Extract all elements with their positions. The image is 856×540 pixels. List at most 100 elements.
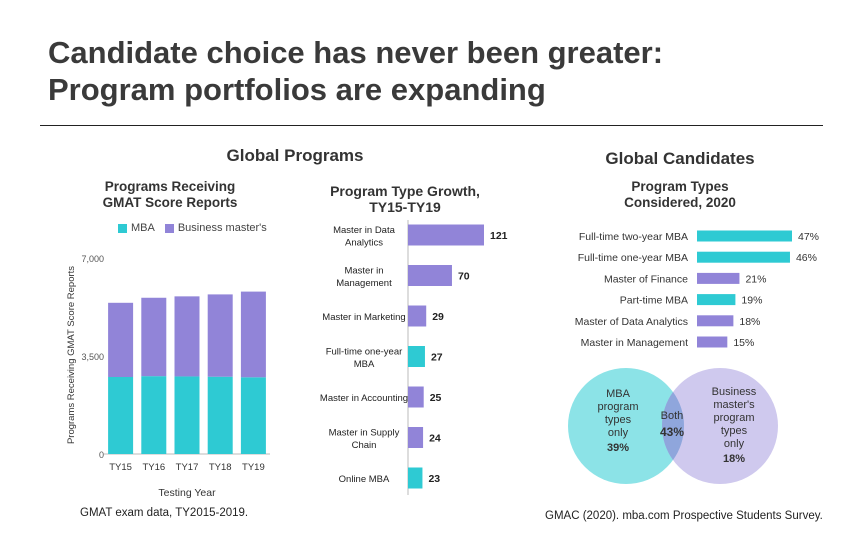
program-types-title-line-2: Considered, 2020 [624, 195, 736, 210]
program-type-bar [697, 272, 740, 284]
slide-title: Candidate choice has never been greater:… [48, 34, 663, 108]
venn-mba-value: 39% [606, 442, 630, 454]
growth-bar [408, 305, 427, 327]
source-note-right: GMAC (2020). mba.com Prospective Student… [545, 510, 823, 522]
growth-value-label: 24 [429, 433, 441, 445]
score-reports-legend: MBA Business master's [118, 222, 267, 234]
venn-mba-circle [568, 368, 684, 484]
growth-category-label: Analytics [345, 237, 383, 248]
program-type-label: Full-time two-year MBA [579, 231, 688, 243]
bar-mba-segment [141, 376, 167, 454]
growth-bar [408, 427, 424, 448]
program-type-value-label: 47% [798, 231, 819, 243]
growth-value-label: 23 [428, 473, 440, 485]
program-types-chart-title: Program Types Considered, 2020 [580, 179, 780, 211]
growth-bar [408, 224, 484, 246]
global-candidates-heading: Global Candidates [605, 149, 755, 168]
growth-category-label: Master in Marketing [322, 312, 405, 323]
score-reports-title-line-2: GMAT Score Reports [102, 195, 238, 210]
bar-business-masters-segment [207, 294, 233, 377]
slide-title-line-2: Program portfolios are expanding [48, 72, 546, 107]
bar-mba-segment [207, 376, 233, 454]
bar-business-masters-segment [108, 302, 134, 377]
bar-business-masters-segment [141, 297, 167, 377]
program-type-value-label: 21% [745, 273, 766, 285]
slide-title-line-1: Candidate choice has never been greater: [48, 35, 664, 70]
program-growth-title-line-1: Program Type Growth, [330, 183, 480, 199]
growth-category-label: Master in Supply [329, 427, 400, 438]
legend-swatch-mba [118, 223, 127, 233]
x-axis-title: Testing Year [158, 487, 216, 499]
score-reports-title-line-1: Programs Receiving [104, 179, 236, 194]
venn-mba-line-2: program [597, 401, 639, 413]
x-tick-label: TY15 [109, 462, 132, 473]
growth-value-label: 121 [490, 230, 508, 242]
venn-mba-line-1: MBA [606, 388, 630, 400]
global-programs-heading: Global Programs [226, 146, 364, 165]
program-growth-chart-title: Program Type Growth, TY15-TY19 [300, 183, 510, 215]
y-tick-label: 3,500 [81, 352, 104, 362]
venn-mba-label: MBA program types only 39% [588, 388, 648, 455]
program-type-value-label: 19% [741, 295, 762, 307]
x-tick-label: TY16 [142, 462, 165, 473]
program-type-bar [697, 294, 736, 306]
program-type-bar [697, 315, 734, 327]
venn-bm-circle [662, 368, 778, 484]
x-tick-label: TY17 [176, 462, 199, 473]
growth-bar [408, 386, 424, 408]
growth-category-label: Master in Data [333, 225, 395, 236]
bar-mba-segment [240, 377, 266, 454]
growth-category-label: Online MBA [339, 474, 390, 485]
growth-value-label: 70 [458, 271, 470, 283]
venn-bm-line-1: Business [711, 386, 757, 398]
bar-mba-segment [108, 377, 134, 454]
program-type-label: Part-time MBA [620, 295, 688, 307]
growth-bar [408, 467, 423, 489]
program-type-bar [697, 336, 728, 348]
venn-both-label: Both [660, 410, 684, 422]
growth-category-label: Chain [352, 440, 377, 451]
program-type-value-label: 15% [733, 337, 754, 349]
program-type-label: Master of Data Analytics [575, 316, 688, 328]
growth-value-label: 25 [430, 392, 442, 404]
program-type-bar [697, 251, 790, 263]
growth-bar [408, 346, 425, 367]
venn-mba-line-4: only [607, 427, 629, 439]
venn-bm-line-4: types [720, 425, 748, 437]
bar-business-masters-segment [240, 291, 266, 378]
legend-label-mba: MBA [131, 222, 155, 234]
bar-mba-segment [174, 376, 200, 454]
venn-bm-line-3: program [713, 412, 755, 424]
venn-bm-label: Business master's program types only 18% [699, 386, 769, 466]
growth-category-label: MBA [354, 359, 375, 370]
source-note-left: GMAT exam data, TY2015-2019. [80, 507, 249, 519]
growth-category-label: Management [336, 278, 392, 289]
venn-both-value: 43% [659, 425, 685, 439]
growth-value-label: 27 [431, 352, 443, 364]
program-type-value-label: 18% [739, 316, 760, 328]
bar-business-masters-segment [174, 296, 200, 377]
program-type-label: Master of Finance [604, 273, 688, 285]
venn-bm-value: 18% [722, 453, 746, 465]
program-growth-title-line-2: TY15-TY19 [369, 199, 441, 215]
growth-category-label: Master in Accounting [320, 393, 408, 404]
y-tick-label: 7,000 [81, 254, 104, 264]
legend-label-business-masters: Business master's [177, 222, 267, 234]
venn-mba-line-3: types [604, 414, 632, 426]
score-reports-chart-title: Programs Receiving GMAT Score Reports [70, 179, 270, 211]
growth-category-label: Full-time one-year [326, 346, 403, 357]
growth-bar [408, 265, 452, 286]
y-tick-label: 0 [99, 450, 104, 460]
y-axis-title: Programs Receiving GMAT Score Reports [66, 266, 77, 444]
program-type-value-label: 46% [796, 252, 817, 264]
venn-bm-line-2: master's [713, 399, 755, 411]
growth-category-label: Master in [344, 265, 383, 276]
venn-overlap-label: Both 43% [652, 410, 692, 439]
venn-bm-line-5: only [723, 438, 745, 450]
program-type-bar [697, 230, 792, 242]
venn-overlap-lens [661, 392, 684, 460]
legend-swatch-business-masters [164, 223, 174, 233]
title-divider [40, 125, 823, 126]
program-type-label: Full-time one-year MBA [578, 252, 688, 264]
